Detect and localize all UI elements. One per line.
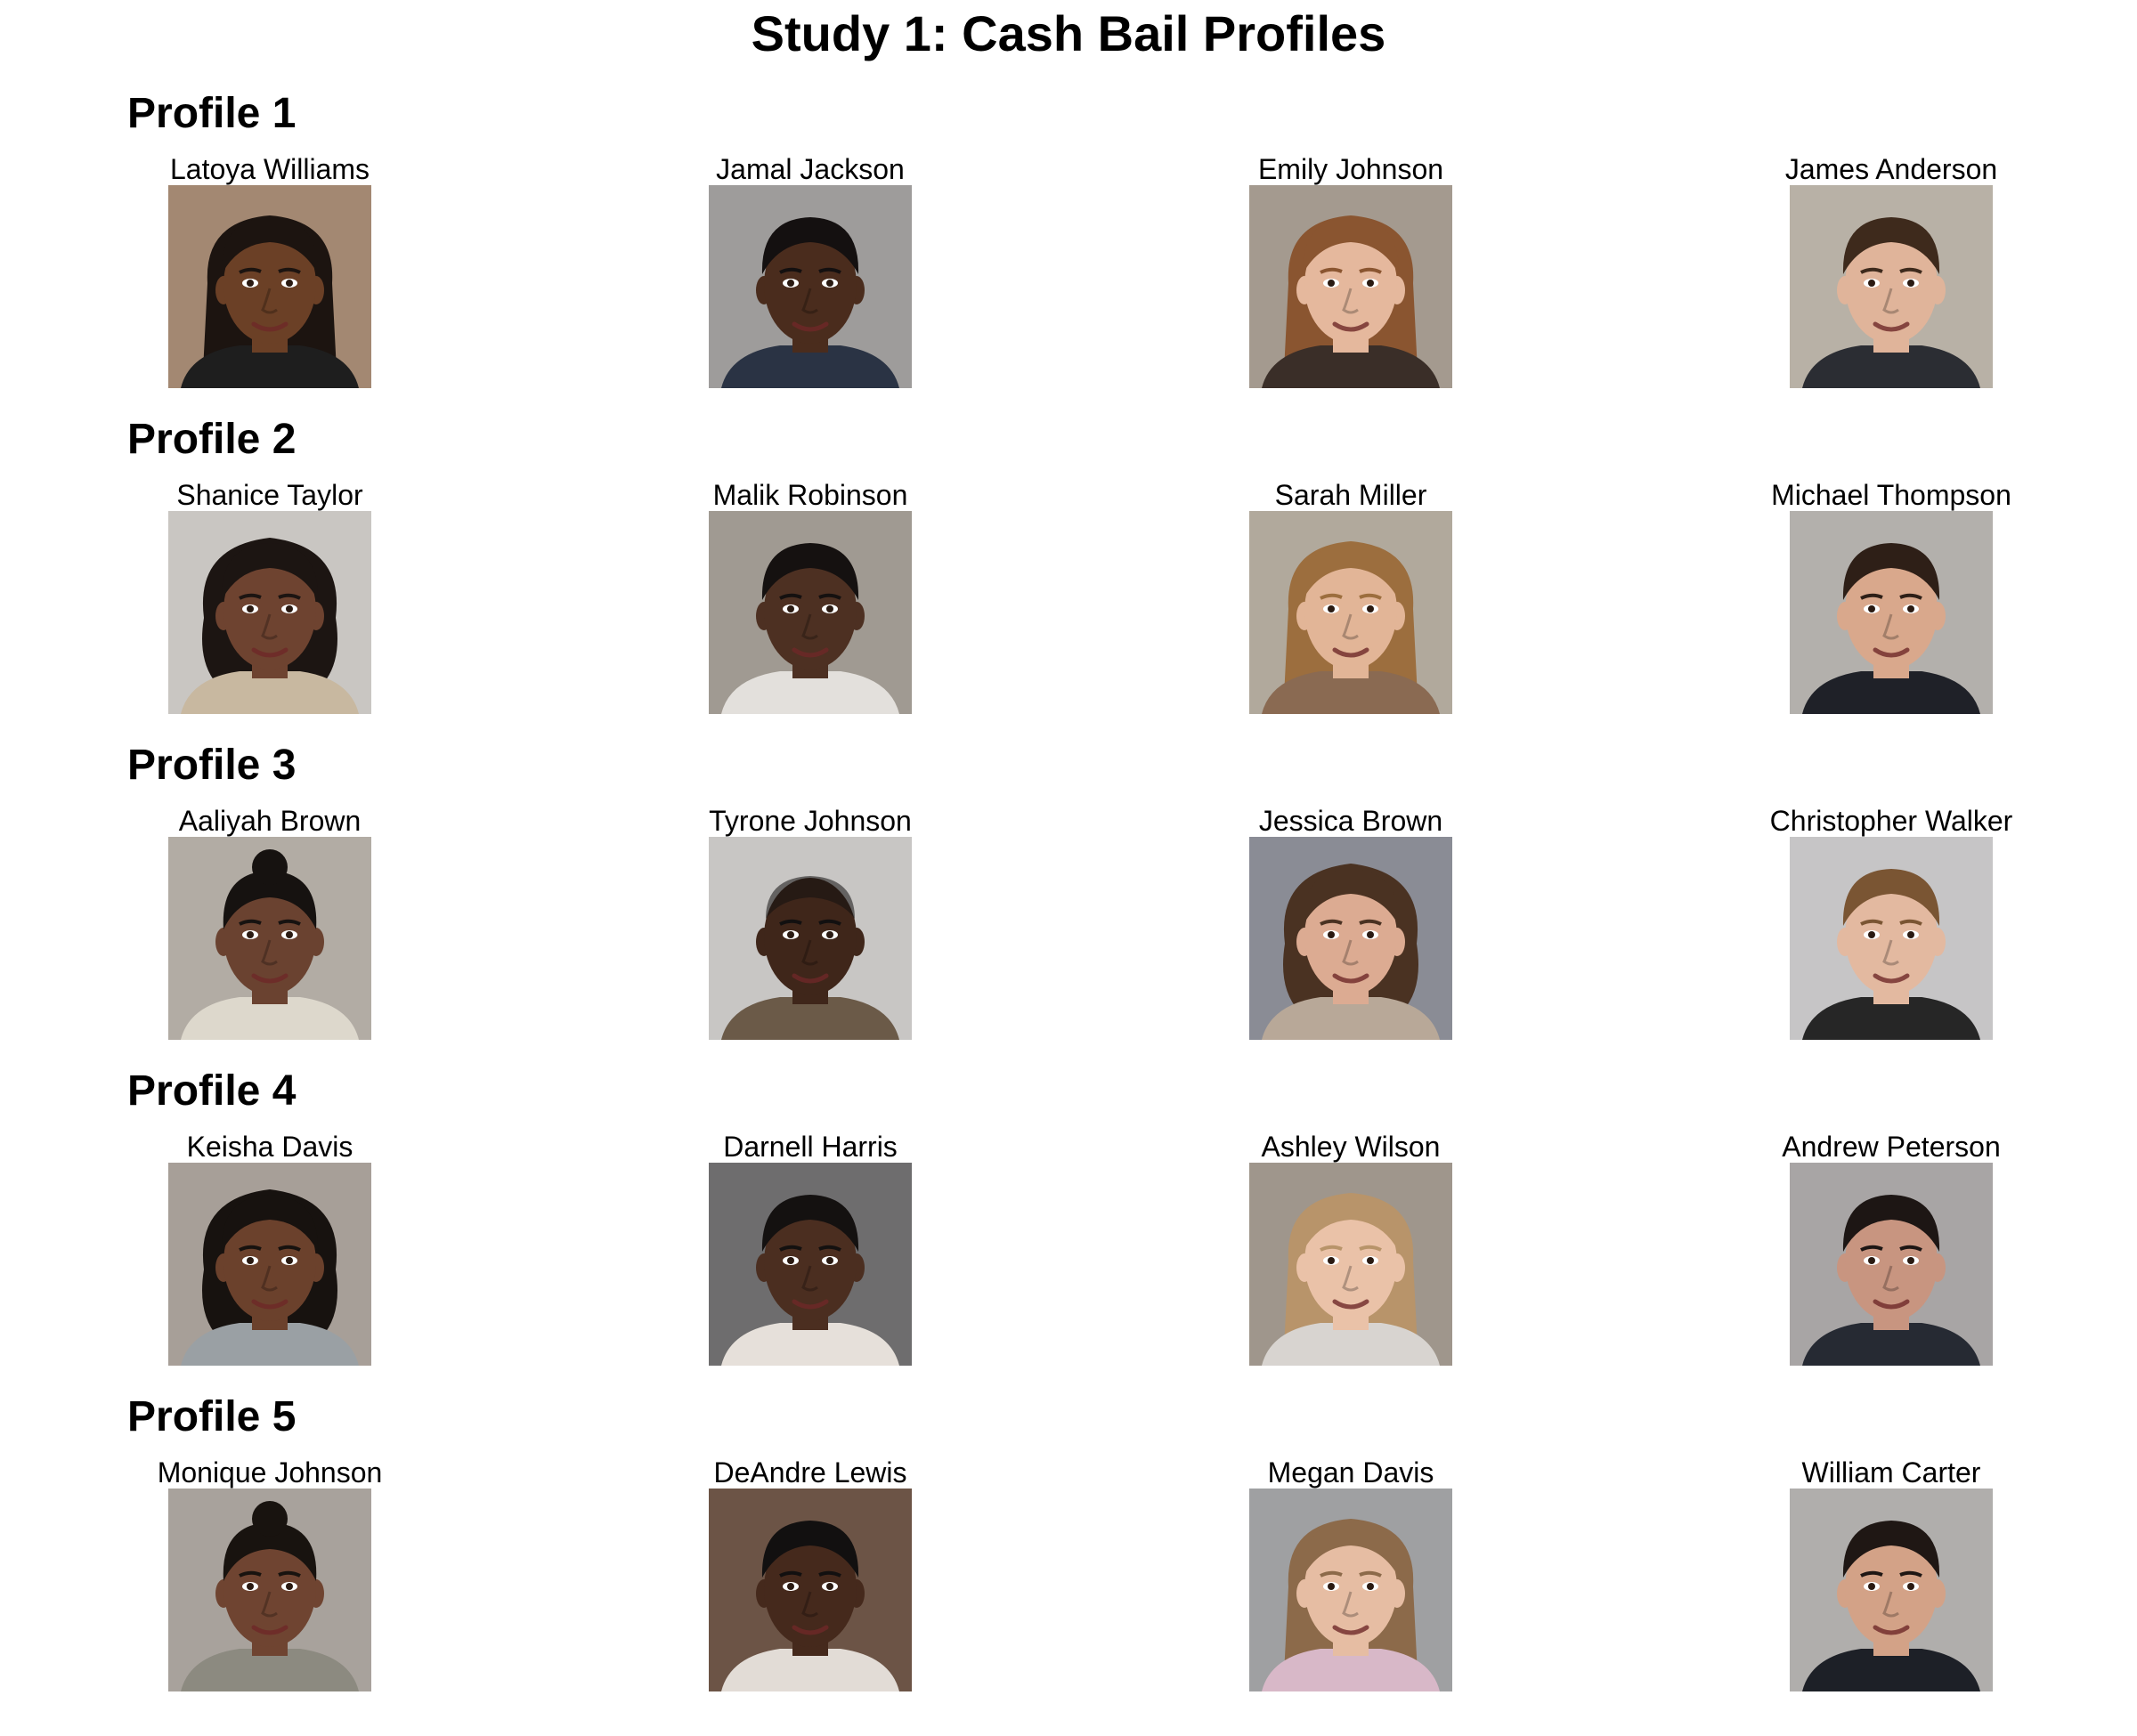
person-card: Megan Davis [1164,1456,1538,1691]
profile-heading: Profile 5 [127,1393,297,1440]
face-illustration [1249,185,1452,388]
face-illustration [168,1163,371,1366]
profile-heading: Profile 4 [127,1067,297,1115]
person-name: Ashley Wilson [1261,1131,1441,1163]
person-card: Keisha Davis [83,1131,457,1366]
portrait-photo [709,1489,912,1691]
person-card: Jessica Brown [1164,805,1538,1040]
face-illustration [1249,1489,1452,1691]
person-card: Ashley Wilson [1164,1131,1538,1366]
face-illustration [1249,1163,1452,1366]
person-name: Jamal Jackson [716,153,905,185]
person-name: William Carter [1801,1456,1981,1489]
face-illustration [1790,1163,1993,1366]
portrait-photo [709,511,912,714]
person-card: Jamal Jackson [623,153,997,388]
portrait-photo [709,1163,912,1366]
person-name: Christopher Walker [1769,805,2013,837]
person-card: Andrew Peterson [1704,1131,2078,1366]
person-name: Tyrone Johnson [709,805,912,837]
portrait-photo [1790,1163,1993,1366]
person-name: Sarah Miller [1274,479,1427,511]
face-illustration [709,511,912,714]
face-illustration [168,185,371,388]
portrait-photo [168,837,371,1040]
portrait-photo [1249,1489,1452,1691]
face-illustration [1790,837,1993,1040]
face-illustration [709,185,912,388]
portrait-photo [168,1163,371,1366]
person-card: Shanice Taylor [83,479,457,714]
person-name: DeAndre Lewis [713,1456,907,1489]
profile-heading: Profile 1 [127,90,297,137]
portrait-photo [168,1489,371,1691]
person-name: Andrew Peterson [1782,1131,2001,1163]
person-card: Michael Thompson [1704,479,2078,714]
person-card: Monique Johnson [83,1456,457,1691]
portrait-photo [709,185,912,388]
person-card: Christopher Walker [1704,805,2078,1040]
face-illustration [1249,511,1452,714]
face-illustration [168,511,371,714]
face-illustration [1790,185,1993,388]
person-card: DeAndre Lewis [623,1456,997,1691]
person-name: Megan Davis [1267,1456,1434,1489]
portrait-photo [1249,1163,1452,1366]
person-card: Malik Robinson [623,479,997,714]
person-card: Tyrone Johnson [623,805,997,1040]
face-illustration [168,1489,371,1691]
person-card: Sarah Miller [1164,479,1538,714]
page-title: Study 1: Cash Bail Profiles [751,5,1386,61]
portrait-photo [1249,837,1452,1040]
person-name: Michael Thompson [1771,479,2011,511]
face-illustration [709,1489,912,1691]
face-illustration [709,1163,912,1366]
person-card: Latoya Williams [83,153,457,388]
profile-heading: Profile 2 [127,416,297,463]
person-card: William Carter [1704,1456,2078,1691]
portrait-photo [1249,185,1452,388]
person-name: Latoya Williams [169,153,370,185]
person-card: James Anderson [1704,153,2078,388]
person-name: Shanice Taylor [176,479,363,511]
person-name: Emily Johnson [1257,153,1444,185]
person-name: Aaliyah Brown [178,805,362,837]
profile-heading: Profile 3 [127,742,297,789]
person-name: Darnell Harris [723,1131,898,1163]
face-illustration [709,837,912,1040]
portrait-photo [1249,511,1452,714]
person-name: Jessica Brown [1258,805,1443,837]
portrait-photo [709,837,912,1040]
face-illustration [1790,511,1993,714]
person-card: Emily Johnson [1164,153,1538,388]
portrait-photo [168,185,371,388]
portrait-photo [1790,511,1993,714]
face-illustration [1790,1489,1993,1691]
portrait-photo [1790,837,1993,1040]
person-card: Darnell Harris [623,1131,997,1366]
person-name: Malik Robinson [712,479,908,511]
person-card: Aaliyah Brown [83,805,457,1040]
person-name: James Anderson [1784,153,1998,185]
person-name: Monique Johnson [157,1456,383,1489]
person-name: Keisha Davis [186,1131,353,1163]
portrait-photo [1790,185,1993,388]
face-illustration [1249,837,1452,1040]
portrait-photo [1790,1489,1993,1691]
face-illustration [168,837,371,1040]
portrait-photo [168,511,371,714]
